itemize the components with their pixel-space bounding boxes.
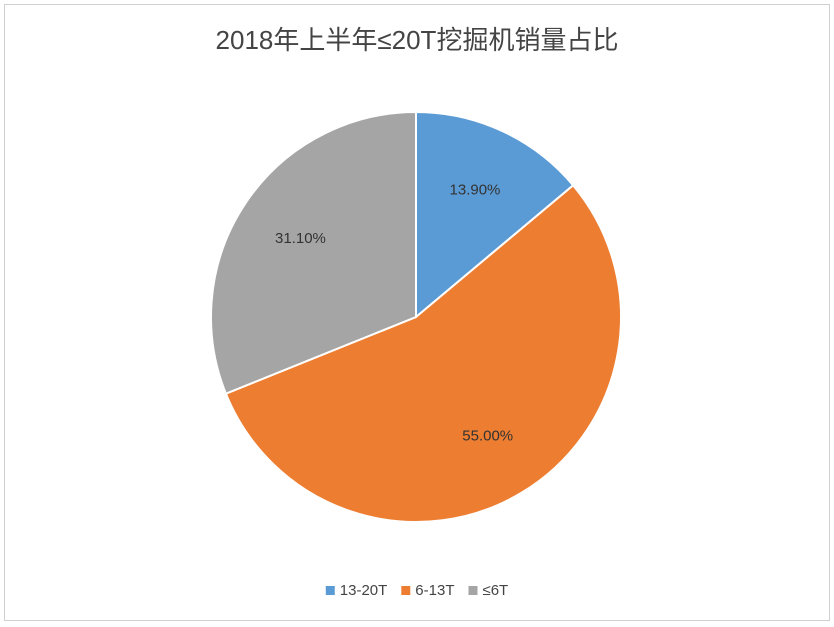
legend-label: ≤6T [482,582,508,599]
legend-swatch [468,586,478,595]
data-label: 31.10% [275,230,326,247]
chart-title: 2018年上半年≤20T挖掘机销量占比 [216,25,619,55]
legend-swatch [325,586,335,595]
pie-slice [210,110,417,395]
pie-slice [224,183,622,523]
data-label: 13.90% [450,182,501,199]
legend-swatch [401,586,411,595]
legend-label: 13-20T [340,582,388,599]
legend-label: 6-13T [415,582,454,599]
pie-slice [415,110,575,320]
data-label: 55.00% [462,428,513,445]
